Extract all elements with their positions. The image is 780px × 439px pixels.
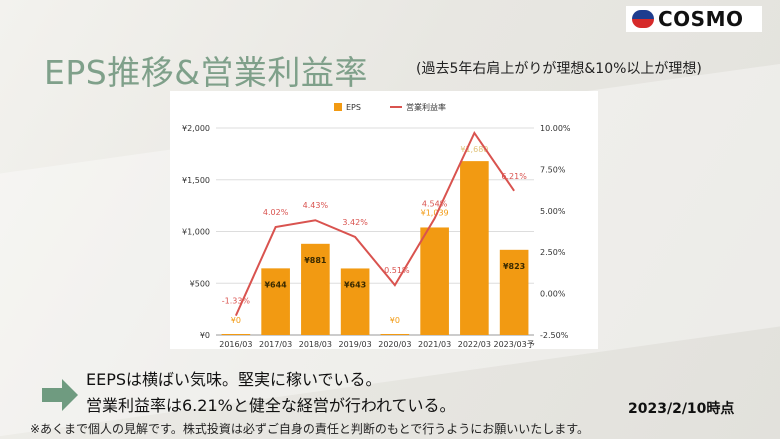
right-axis-tick: -2.50%	[540, 331, 569, 340]
eps-bar	[380, 334, 410, 335]
right-axis-tick: 7.50%	[540, 165, 566, 174]
logo-text: COSMO	[658, 7, 744, 31]
eps-data-label: ¥0	[231, 316, 241, 325]
eps-bar	[499, 249, 529, 335]
right-axis-tick: 10.00%	[540, 124, 571, 133]
eps-data-label: ¥881	[304, 256, 327, 265]
left-axis-tick: ¥1,000	[182, 228, 210, 237]
right-axis-tick: 0.00%	[540, 290, 566, 299]
eps-bar	[460, 161, 489, 335]
slide-title: EPS推移&営業利益率	[44, 53, 368, 92]
eps-margin-chart: ¥0 ¥500 ¥1,000 ¥1,500 ¥2,000 -2.50% 0.00% 2.50%…	[170, 91, 598, 349]
eps-bar	[221, 334, 251, 335]
cosmo-logo: COSMO	[626, 6, 762, 32]
eps-data-label: ¥643	[344, 280, 366, 289]
x-axis-tick: 2022/03	[458, 340, 491, 349]
legend-margin-label: 営業利益率	[406, 102, 446, 112]
x-axis-tick: 2021/03	[418, 340, 451, 349]
eps-data-label: ¥1,039	[421, 208, 449, 217]
x-axis-tick: 2018/03	[299, 340, 332, 349]
arrow-right-icon	[42, 379, 78, 411]
eps-bar	[301, 243, 330, 335]
right-axis-tick: 2.50%	[540, 248, 566, 257]
x-axis-tick: 2019/03	[339, 340, 372, 349]
eps-data-label: ¥1,680	[460, 145, 488, 154]
margin-data-label: 4.54%	[422, 199, 448, 208]
comment-margin: 営業利益率は6.21%と健全な経営が行われている。	[86, 396, 456, 415]
eps-bar	[340, 268, 370, 335]
left-axis-tick: ¥500	[190, 279, 210, 288]
slide-subtitle: (過去5年右肩上がりが理想&10%以上が理想)	[416, 61, 702, 77]
eps-bar	[420, 227, 449, 335]
margin-data-label: 6.21%	[501, 172, 527, 181]
x-axis-tick: 2016/03	[219, 340, 252, 349]
margin-line	[234, 130, 515, 317]
legend-eps-label: EPS	[346, 103, 361, 112]
margin-data-label: 4.43%	[303, 201, 329, 210]
margin-data-label: 4.02%	[263, 208, 289, 217]
comment-eps: EEPSは横ばい気味。堅実に稼いでいる。	[86, 370, 382, 389]
disclaimer: ※あくまで個人の見解です。株式投資は必ずご自身の責任と判断のもとで行うようにお願…	[30, 422, 590, 436]
eps-data-label: ¥823	[503, 262, 525, 271]
legend-eps-swatch	[334, 103, 342, 111]
margin-data-label: 3.42%	[342, 218, 368, 227]
left-axis-tick: ¥2,000	[182, 124, 210, 133]
eps-bar	[261, 268, 290, 335]
eps-data-label: ¥0	[390, 316, 400, 325]
x-axis-tick: 2023/03予	[494, 340, 535, 349]
margin-data-label: 0.51%	[384, 266, 410, 275]
left-axis-tick: ¥0	[200, 331, 210, 340]
as-of-date: 2023/2/10時点	[628, 401, 735, 417]
x-axis-tick: 2017/03	[259, 340, 292, 349]
margin-data-label: -1.33%	[222, 297, 251, 306]
left-axis-tick: ¥1,500	[182, 176, 210, 185]
right-axis-tick: 5.00%	[540, 207, 566, 216]
cosmo-logo-mark-icon	[632, 10, 654, 28]
chart-svg: ¥0 ¥500 ¥1,000 ¥1,500 ¥2,000 -2.50% 0.00% 2.50%…	[182, 102, 571, 349]
x-axis-tick: 2020/03	[378, 340, 411, 349]
eps-data-label: ¥644	[264, 280, 287, 289]
